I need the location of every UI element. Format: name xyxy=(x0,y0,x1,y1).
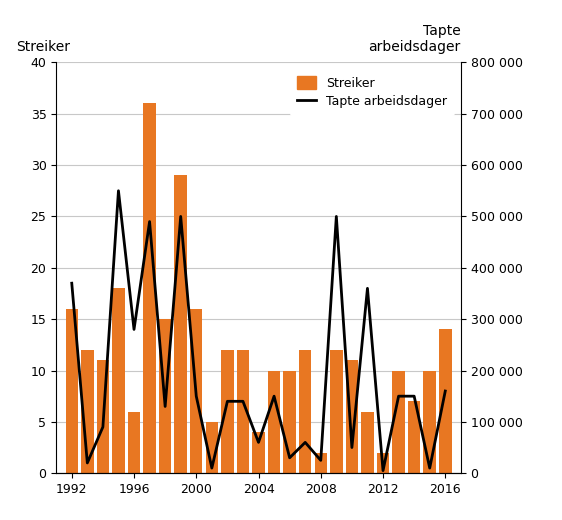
Legend: Streiker, Tapte arbeidsdager: Streiker, Tapte arbeidsdager xyxy=(290,69,455,116)
Text: Tapte
arbeidsdager: Tapte arbeidsdager xyxy=(369,24,461,54)
Bar xyxy=(66,309,78,473)
Bar xyxy=(81,350,93,473)
Bar xyxy=(174,175,187,473)
Bar xyxy=(299,350,311,473)
Bar xyxy=(128,412,140,473)
Bar xyxy=(424,370,436,473)
Bar xyxy=(408,401,420,473)
Bar xyxy=(315,452,327,473)
Bar xyxy=(392,370,405,473)
Bar xyxy=(330,350,343,473)
Bar xyxy=(237,350,249,473)
Bar xyxy=(221,350,234,473)
Bar xyxy=(97,360,109,473)
Bar xyxy=(159,319,171,473)
Bar xyxy=(346,360,358,473)
Bar xyxy=(439,330,451,473)
Text: Streiker: Streiker xyxy=(16,40,70,54)
Bar xyxy=(190,309,202,473)
Bar xyxy=(283,370,296,473)
Bar xyxy=(268,370,280,473)
Bar xyxy=(112,288,125,473)
Bar xyxy=(361,412,374,473)
Bar xyxy=(252,432,265,473)
Bar xyxy=(206,422,218,473)
Bar xyxy=(377,452,389,473)
Bar xyxy=(143,103,156,473)
